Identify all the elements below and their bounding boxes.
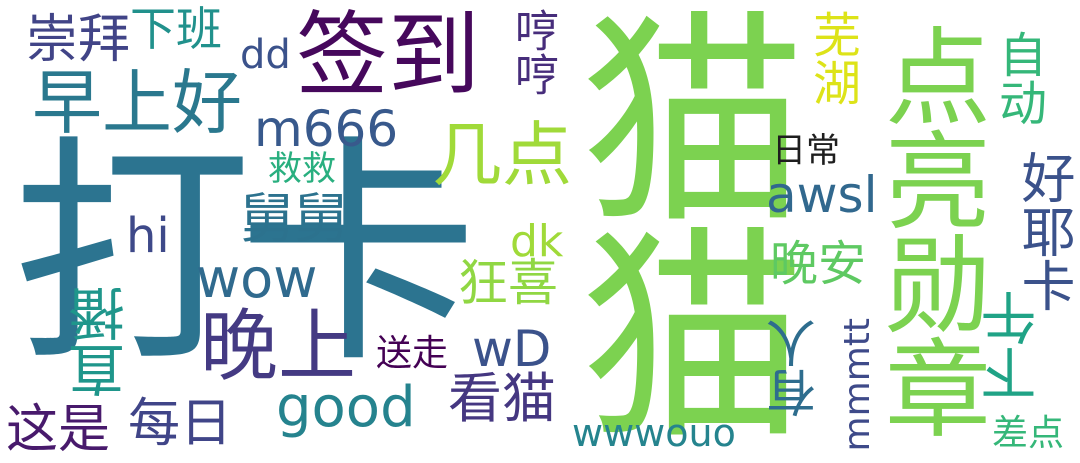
word-richang: 日常 [772, 131, 840, 171]
word-zheshi: 这是 [6, 400, 111, 460]
word-daka: 打卡 [12, 115, 478, 395]
word-jiujiu: 救救 [268, 149, 336, 189]
word-xiaban: 下班 [130, 2, 222, 56]
word-hi: hi [126, 208, 170, 264]
word-wanan: 晚安 [770, 236, 867, 292]
word-wanshang: 晚上 [200, 302, 357, 392]
word-wD: wD [472, 320, 552, 378]
word-zaoshanghao: 早上好 [32, 62, 242, 144]
word-mmmtt: mmmtt [837, 318, 878, 452]
word-youren: 有人 [766, 318, 824, 418]
word-wuhu: 芜湖 [804, 10, 860, 106]
word-zhibo: 直播 [69, 286, 134, 398]
word-wwwouo: wwwouo [572, 411, 736, 455]
word-qiandao: 签到 [296, 2, 481, 109]
word-maomao: 猫猫 [542, 2, 805, 434]
word-kuangxi: 狂喜 [458, 254, 558, 312]
word-kanmao: 看猫 [448, 367, 556, 430]
word-m666: m666 [254, 100, 399, 158]
word-haoyeka: 好耶卡 [1012, 150, 1075, 312]
word-jiujiu2: 舅舅 [240, 187, 348, 250]
word-good: good [276, 375, 416, 440]
word-chongbai: 崇拜 [26, 10, 131, 70]
word-chadian: 差点 [992, 413, 1065, 454]
word-diandianliang: 点亮勋章 [867, 22, 990, 438]
word-hengheng: 哼哼 [507, 8, 558, 96]
word-dd: dd [240, 32, 291, 78]
word-awsl: awsl [766, 166, 878, 224]
word-jidian: 几点 [432, 114, 572, 196]
word-dk: dk [510, 216, 564, 267]
word-meiri: 每日 [128, 394, 233, 454]
word-wow: wow [196, 247, 318, 310]
word-songzou: 送走 [376, 333, 449, 374]
word-zidong: 自动 [990, 30, 1046, 126]
